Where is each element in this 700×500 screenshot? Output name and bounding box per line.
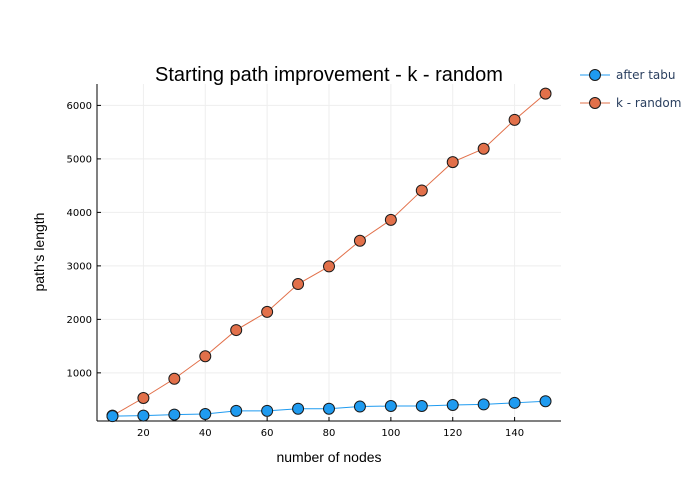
data-point-after-tabu[interactable]: [539, 395, 552, 408]
data-point-after-tabu[interactable]: [508, 396, 521, 409]
legend-label-k-random: k - random: [616, 96, 681, 110]
legend-swatch-marker: [589, 69, 601, 81]
data-point-after-tabu[interactable]: [446, 398, 459, 411]
data-point-after-tabu[interactable]: [137, 409, 150, 422]
data-point-after-tabu[interactable]: [199, 408, 212, 421]
data-point-k-random[interactable]: [168, 372, 181, 385]
legend-item-after-tabu[interactable]: after tabu: [580, 68, 675, 82]
y-tick-label: 2000: [67, 315, 92, 326]
data-point-after-tabu[interactable]: [323, 402, 335, 415]
y-tick-label: 6000: [67, 101, 92, 112]
tick-labels: 20 40 60 80 100 120 140 1000 2000 3000 4000 5000 600…: [67, 101, 525, 439]
data-point-k-random[interactable]: [477, 142, 490, 155]
data-point-k-random[interactable]: [446, 156, 459, 169]
x-tick-label: 80: [323, 428, 336, 439]
y-tick-label: 5000: [67, 154, 92, 165]
data-point-k-random[interactable]: [384, 213, 397, 226]
x-tick-label: 120: [443, 428, 462, 439]
data-point-after-tabu[interactable]: [477, 398, 490, 411]
data-point-after-tabu[interactable]: [353, 400, 366, 413]
data-point-k-random[interactable]: [137, 391, 150, 404]
data-point-k-random[interactable]: [353, 234, 366, 247]
data-point-k-random[interactable]: [323, 260, 335, 273]
y-tick-label: 3000: [67, 261, 92, 272]
legend: after tabu k - random: [580, 68, 681, 110]
data-point-after-tabu[interactable]: [384, 400, 397, 413]
series-layer: [106, 87, 552, 423]
data-point-after-tabu[interactable]: [261, 404, 274, 417]
data-point-after-tabu[interactable]: [106, 410, 119, 423]
y-axis-title: path's length: [31, 213, 47, 292]
series-after-tabu: [106, 395, 552, 423]
data-point-after-tabu[interactable]: [292, 402, 305, 415]
data-point-k-random[interactable]: [415, 184, 428, 197]
data-point-k-random[interactable]: [508, 113, 521, 126]
y-tick-label: 1000: [67, 368, 92, 379]
data-point-k-random[interactable]: [292, 278, 305, 291]
legend-item-k-random[interactable]: k - random: [580, 96, 681, 110]
legend-label-after-tabu: after tabu: [616, 68, 675, 82]
x-tick-label: 40: [199, 428, 212, 439]
legend-swatch-marker: [589, 97, 601, 109]
data-point-after-tabu[interactable]: [230, 404, 243, 417]
x-tick-label: 140: [505, 428, 524, 439]
x-tick-label: 100: [381, 428, 400, 439]
chart-title: Starting path improvement - k - random: [155, 64, 503, 86]
grid-lines: [97, 84, 561, 421]
data-point-k-random[interactable]: [539, 87, 552, 100]
data-point-k-random[interactable]: [199, 350, 212, 363]
y-tick-label: 4000: [67, 208, 92, 219]
x-axis-title: number of nodes: [276, 449, 381, 465]
data-point-after-tabu[interactable]: [168, 408, 181, 421]
x-tick-label: 20: [137, 428, 150, 439]
data-point-after-tabu[interactable]: [415, 400, 428, 413]
data-point-k-random[interactable]: [230, 324, 243, 337]
axes: [96, 84, 561, 422]
x-tick-label: 60: [261, 428, 274, 439]
data-point-k-random[interactable]: [261, 305, 274, 318]
